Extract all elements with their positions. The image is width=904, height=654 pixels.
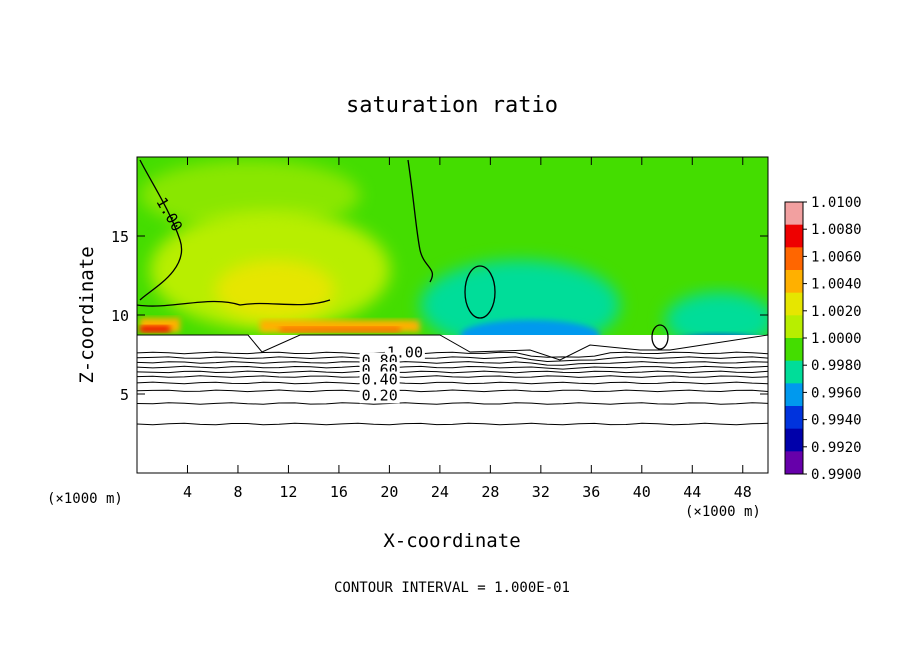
contour-labels: 1.001.000.800.600.400.20 <box>152 194 425 404</box>
colorbar-cell <box>785 383 803 407</box>
x-unit-left: (×1000 m) <box>47 491 123 507</box>
supersat-patch-upper <box>140 160 360 230</box>
y-tick-label: 5 <box>120 386 129 404</box>
contour-1.00-left <box>139 159 183 301</box>
x-tick-label: 40 <box>633 483 651 501</box>
x-axis-label: X-coordinate <box>383 530 520 552</box>
contour-line-1.0 <box>137 351 768 358</box>
colorbar-label: 1.0100 <box>811 195 862 211</box>
contour-lines <box>137 351 768 426</box>
contour-line-0.6 <box>137 370 768 374</box>
x-tick-label: 32 <box>532 483 550 501</box>
contour-label-bg <box>359 371 400 388</box>
x-tick-label: 4 <box>183 483 192 501</box>
x-tick-label: 20 <box>380 483 398 501</box>
colorbar-cell <box>785 338 803 362</box>
y-axis-ticks: 5 10 15 <box>111 228 768 404</box>
cloud-boundary <box>137 334 768 361</box>
colorbar-label: 1.0080 <box>811 222 862 238</box>
chart-title: saturation ratio <box>346 93 558 118</box>
supersat-patch-core <box>215 260 335 320</box>
supersat-band-red-mid <box>280 327 400 332</box>
colorbar-label: 0.9960 <box>811 385 862 401</box>
cloud-contour-lines <box>137 159 669 350</box>
y-axis-label: Z-coordinate <box>76 246 98 383</box>
supersaturation-shading <box>140 160 420 332</box>
colorbar-label: 1.0020 <box>811 304 862 320</box>
colorbar-cell <box>785 247 803 271</box>
colorbar-label: 1.0040 <box>811 277 862 293</box>
x-axis-ticks: 4 8 12 16 20 24 28 32 36 40 44 48 <box>183 157 752 501</box>
colorbar-cell <box>785 406 803 430</box>
contour-closed-cell-2 <box>651 324 669 350</box>
colorbar-cell <box>785 360 803 384</box>
y-tick-label: 10 <box>111 307 129 325</box>
colorbar-cell <box>785 270 803 294</box>
colorbar-label: 0.9940 <box>811 413 862 429</box>
subsat-patch-cyan-right <box>665 292 768 348</box>
x-unit-right: (×1000 m) <box>685 504 761 520</box>
plot-area: 1.001.000.800.600.400.20 <box>137 157 768 473</box>
contour-1.00-column <box>407 159 434 283</box>
contour-line-0.5 <box>137 375 768 378</box>
contour-line-0.7 <box>137 365 768 370</box>
contour-top-edge <box>137 299 331 307</box>
contour-closed-cell-1 <box>464 265 496 319</box>
x-tick-label: 8 <box>233 483 242 501</box>
contour-label: 0.20 <box>362 386 398 404</box>
x-tick-label: 44 <box>683 483 701 501</box>
contour-line-0.3 <box>137 389 768 393</box>
colorbar-label: 0.9980 <box>811 358 862 374</box>
contour-interval-footer: CONTOUR INTERVAL = 1.000E-01 <box>334 580 570 596</box>
colorbar-cell <box>785 292 803 316</box>
colorbar-label: 1.0060 <box>811 249 862 265</box>
supersat-band-red-left <box>140 326 170 332</box>
colorbar-legend: 1.0100 1.0080 1.0060 1.0040 1.0020 1.0000 0.99… <box>784 195 862 483</box>
contour-line-0.9 <box>137 356 768 363</box>
colorbar-cell <box>785 451 803 475</box>
contour-line-0.8 <box>137 361 768 366</box>
colorbar-label: 0.9920 <box>811 440 862 456</box>
colorbar-cell <box>785 202 803 226</box>
x-tick-label: 36 <box>582 483 600 501</box>
x-tick-label: 12 <box>279 483 297 501</box>
colorbar-cell <box>785 315 803 339</box>
colorbar-cell <box>785 428 803 452</box>
colorbar-label: 0.9900 <box>811 467 862 483</box>
y-tick-label: 15 <box>111 228 129 246</box>
contour-line-0.1 <box>137 422 768 426</box>
colorbar-cell <box>785 224 803 248</box>
contour-label-bg <box>359 387 400 404</box>
x-tick-label: 24 <box>431 483 449 501</box>
contour-line-0.4 <box>137 381 768 385</box>
x-tick-label: 28 <box>481 483 499 501</box>
x-tick-label: 48 <box>734 483 752 501</box>
contour-label: 0.40 <box>362 371 398 389</box>
colorbar-label: 1.0000 <box>811 331 862 347</box>
contour-line-0.2 <box>137 402 768 405</box>
x-tick-label: 16 <box>330 483 348 501</box>
